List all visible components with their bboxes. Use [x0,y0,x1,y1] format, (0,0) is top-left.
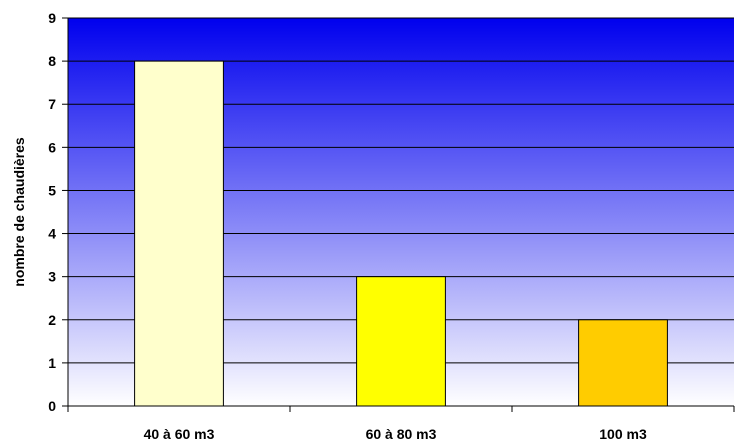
bar [578,319,668,407]
x-category-label: 100 m3 [599,426,647,442]
y-axis-title: nombre de chaudières [11,137,27,287]
y-tick-label: 9 [48,10,56,26]
y-tick-label: 3 [48,269,56,285]
x-category-label: 40 à 60 m3 [144,426,215,442]
x-category-label: 60 à 80 m3 [366,426,437,442]
y-tick-labels: 0 1 2 3 4 5 6 7 8 9 [48,10,56,414]
x-tick-labels: 40 à 60 m3 60 à 80 m3 100 m3 [144,426,647,442]
y-tick-label: 2 [48,312,56,328]
axes [62,17,735,412]
y-tick-label: 0 [48,398,56,414]
y-tick-label: 4 [48,226,56,242]
y-tick-label: 7 [48,96,56,112]
bar [356,276,446,407]
bars [134,60,668,407]
y-tick-label: 6 [48,139,56,155]
y-tick-label: 8 [48,53,56,69]
y-tick-label: 5 [48,182,56,198]
bar [134,60,224,407]
y-tick-label: 1 [48,355,56,371]
